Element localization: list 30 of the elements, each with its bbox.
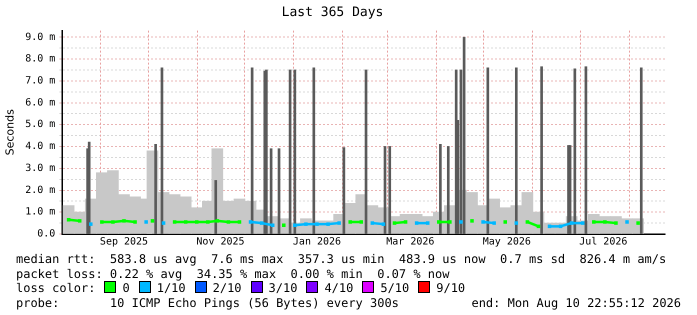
x-tick-label: Mar 2026 (386, 236, 434, 248)
text: end: Mon Aug 10 22:55:12 2026 (471, 296, 681, 310)
y-tick-label: 3.0 m (25, 162, 56, 174)
y-axis-title: Seconds (3, 108, 16, 156)
x-tick-label: May 2026 (482, 236, 531, 248)
chart-title: Last 365 Days (282, 5, 384, 20)
y-tick-label: 1.0 m (25, 206, 56, 218)
y-tick-label: 6.0 m (25, 97, 56, 108)
y-tick-label: 4.0 m (25, 141, 56, 152)
text: median rtt: 583.8 us avg 7.6 ms max 357.3 us min 483.9 us now 0.7 ms sd 826.4 m am/s (16, 252, 666, 266)
legend-label: 0 (122, 281, 130, 295)
y-tick-label: 5.0 m (25, 119, 56, 130)
legend-title: loss color: (16, 281, 96, 295)
legend-label: 9/10 (436, 281, 466, 295)
y-tick-label: 8.0 m (25, 54, 56, 65)
x-tick-label: Jan 2026 (292, 236, 342, 248)
legend-label: 1/10 (156, 281, 186, 295)
x-tick-label: Sep 2025 (100, 236, 148, 248)
legend-label: 2/10 (212, 281, 242, 295)
y-tick-label: 0.0 (37, 228, 56, 240)
y-tick-label: 9.0 m (25, 32, 56, 43)
text: probe: 10 ICMP Echo Pings (56 Bytes) every 300s (16, 296, 399, 310)
legend-label: 4/10 (324, 281, 354, 295)
text: packet loss: 0.22 % avg 34.35 % max 0.00 % min 0.07 % now (16, 266, 450, 280)
x-tick-label: Jul 2026 (579, 236, 628, 248)
x-tick-label: Nov 2025 (196, 236, 245, 248)
legend-label: 3/10 (268, 281, 298, 295)
y-tick-label: 2.0 m (25, 184, 56, 196)
legend-label: 5/10 (380, 281, 410, 295)
y-tick-label: 7.0 m (25, 75, 56, 86)
